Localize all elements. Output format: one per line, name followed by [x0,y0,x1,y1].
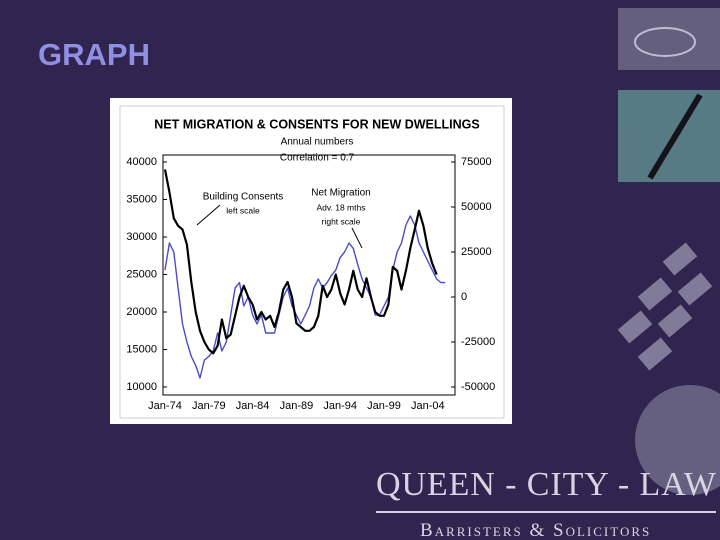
logo-tagline: Barristers & Solicitors [420,520,651,540]
x-tick-label: Jan-99 [367,400,401,412]
y-tick-label: 15000 [126,343,157,355]
annotation: left scale [226,205,260,215]
series-line [163,169,438,355]
y-tick-label: 25000 [126,268,157,280]
chart-border [119,105,505,419]
y-tick-label: 30000 [126,231,157,243]
x-tick-label: Jan-74 [148,400,182,412]
decor-clock [635,385,720,495]
x-tick-label: Jan-79 [192,400,226,412]
decor-keys [617,242,713,371]
decor [617,8,720,495]
y2-tick-label: 0 [461,291,467,303]
annotation: Adv. 18 mths [317,202,366,212]
annotation-arrow [351,227,363,249]
y-tick-label: 10000 [126,381,157,393]
y2-tick-label: 50000 [461,201,492,213]
y-tick-label: 35000 [126,193,157,205]
y-tick-label: 20000 [126,306,157,318]
y2-tick-label: -50000 [461,381,495,393]
decor-image [647,93,703,180]
decor-image [618,90,720,182]
x-tick-label: Jan-84 [236,400,270,412]
chart-subtitle: Annual numbers [281,137,354,148]
y-tick-label: 40000 [126,156,157,168]
annotation: right scale [322,216,361,226]
decor-image [618,8,720,70]
slide-title: GRAPH [38,37,150,72]
chart-background [110,98,512,424]
chart: NET MIGRATION & CONSENTS FOR NEW DWELLIN… [110,98,512,424]
logo-name: QUEEN - CITY - LAW [376,466,717,503]
y2-tick-label: -25000 [461,336,495,348]
x-tick-label: Jan-89 [280,400,314,412]
annotation-arrow [196,204,221,226]
chart-note: Correlation = 0.7 [280,153,355,164]
annotation: Building Consents [203,192,284,203]
y2-tick-label: 75000 [461,156,492,168]
y2-tick-label: 25000 [461,246,492,258]
decor-image [634,27,696,57]
x-tick-label: Jan-94 [323,400,357,412]
annotation: Net Migration [311,188,370,199]
chart-title: NET MIGRATION & CONSENTS FOR NEW DWELLIN… [154,117,479,131]
x-tick-label: Jan-04 [411,400,445,412]
